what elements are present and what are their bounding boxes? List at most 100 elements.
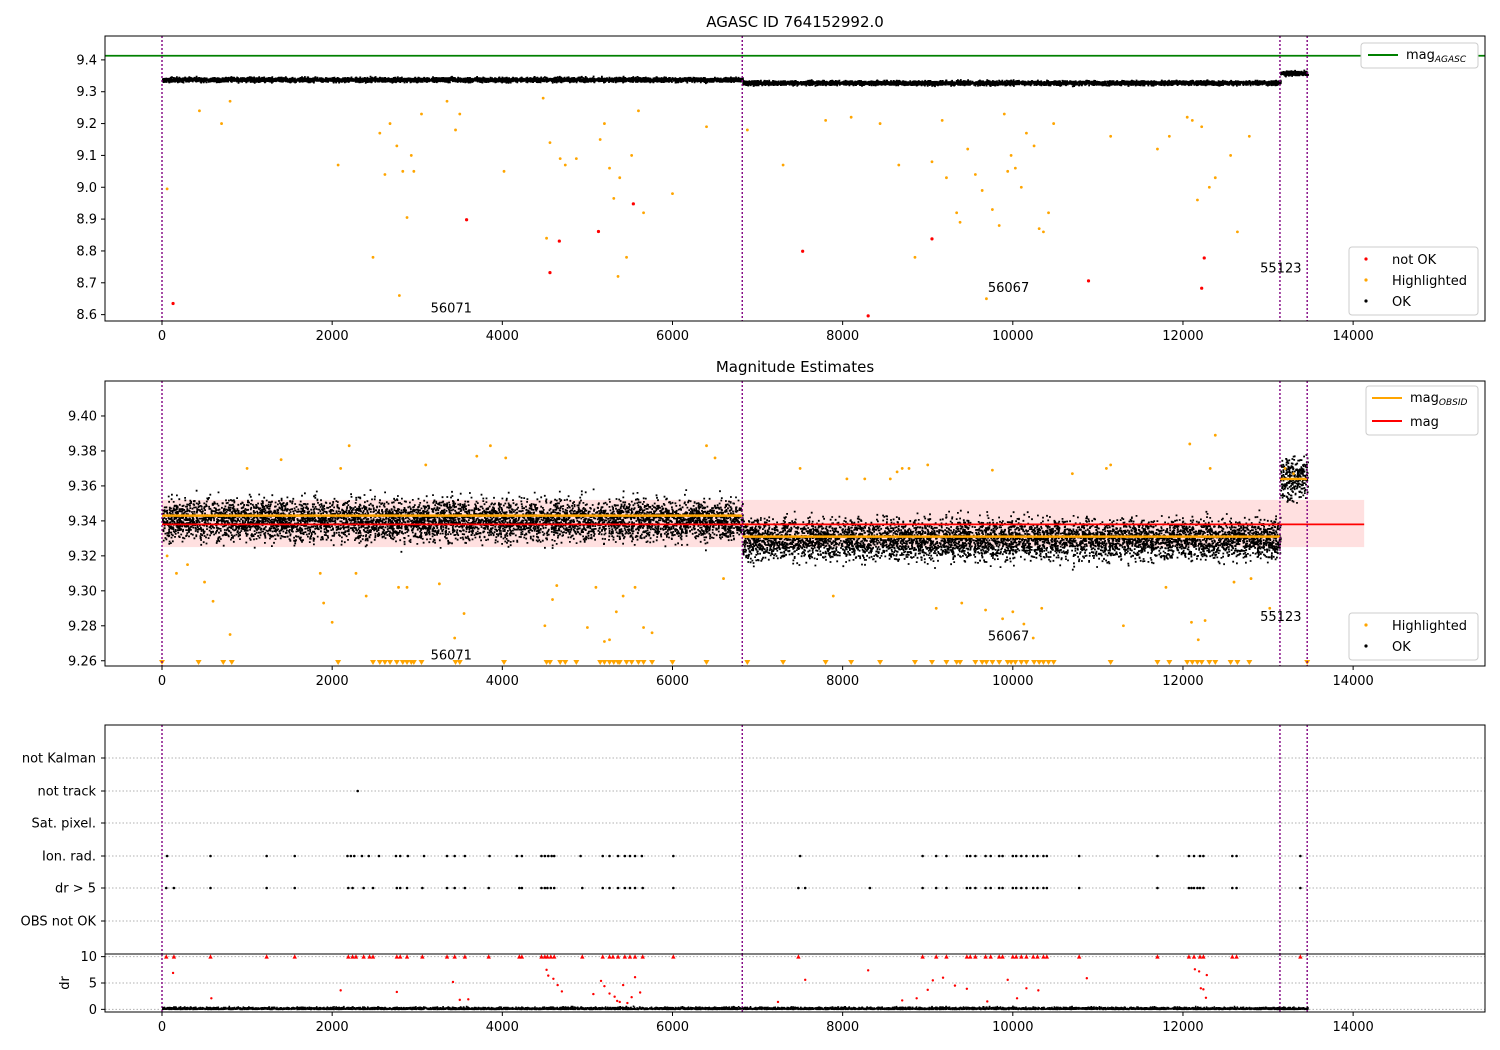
dr-clipped-marker xyxy=(404,954,410,959)
data-point xyxy=(863,477,867,481)
data-point xyxy=(866,314,870,318)
below-range-marker xyxy=(370,660,377,665)
data-point xyxy=(958,220,962,224)
flag-point xyxy=(984,854,987,858)
data-point xyxy=(1001,617,1004,621)
flag-point xyxy=(1192,886,1196,890)
flag-point xyxy=(265,854,268,858)
data-point xyxy=(960,601,964,605)
flag-point xyxy=(1045,854,1049,858)
dr-clipped-marker xyxy=(1041,954,1046,959)
below-range-marker xyxy=(877,660,884,665)
data-point xyxy=(453,636,457,640)
flag-point xyxy=(633,854,637,858)
flag-point xyxy=(352,854,356,858)
data-point xyxy=(462,612,466,615)
dr-clipped-marker xyxy=(607,954,612,959)
below-range-marker xyxy=(228,660,235,665)
data-point xyxy=(279,458,283,462)
agasc-panel: AGASC ID 764152992.0 56071 56067 55123 0 20… xyxy=(76,13,1486,344)
data-point xyxy=(1283,467,1287,470)
below-range-marker xyxy=(562,660,569,665)
data-point xyxy=(1185,115,1189,119)
data-point xyxy=(1207,185,1211,189)
flag-point xyxy=(672,854,675,858)
dr-clipped-marker xyxy=(1197,954,1203,959)
below-range-marker xyxy=(1023,660,1030,665)
data-point xyxy=(1109,463,1113,467)
data-point xyxy=(548,141,552,145)
data-point xyxy=(1006,978,1009,982)
dr-clipped-marker xyxy=(350,954,355,959)
data-point xyxy=(371,255,375,259)
data-point xyxy=(552,977,555,980)
dr-clipped-marker xyxy=(444,954,450,959)
dr-clipped-marker xyxy=(552,954,557,959)
below-range-marker xyxy=(911,660,918,665)
dr-clipped-marker xyxy=(1230,954,1235,959)
flag-point xyxy=(608,886,611,890)
data-point xyxy=(395,990,399,994)
agasc-legend-bottom: not OK Highlighted OK xyxy=(1348,246,1479,316)
flag-point xyxy=(965,886,969,890)
ok-point-cloud xyxy=(742,79,1282,88)
ok-legend-marker xyxy=(1364,644,1368,648)
dr-axis-label: dr xyxy=(58,976,73,990)
below-range-marker xyxy=(1040,660,1047,665)
data-point xyxy=(318,571,322,575)
dr-clipped-marker xyxy=(1031,954,1036,959)
data-point xyxy=(1025,131,1028,135)
data-point xyxy=(985,297,988,301)
agasc-panel-title: AGASC ID 764152992.0 xyxy=(706,13,884,31)
data-point xyxy=(458,112,462,116)
ok-point-cloud xyxy=(1280,69,1309,78)
data-point xyxy=(220,122,223,125)
flag-point xyxy=(405,886,409,890)
data-point xyxy=(1015,997,1019,1000)
below-range-marker xyxy=(822,660,829,665)
flag-point xyxy=(616,854,620,858)
data-point xyxy=(1011,610,1015,614)
data-point xyxy=(592,992,595,996)
x-tick-label: 6000 xyxy=(656,329,689,344)
flag-point xyxy=(921,854,924,858)
dr-clipped-marker xyxy=(968,954,973,959)
below-range-marker xyxy=(418,660,425,665)
flag-point xyxy=(672,886,675,890)
below-range-marker xyxy=(957,660,964,665)
data-point xyxy=(545,968,548,972)
flag-point xyxy=(463,886,467,890)
flag-point xyxy=(520,886,524,890)
data-point xyxy=(211,599,215,603)
flag-point xyxy=(1001,854,1004,858)
flag-point xyxy=(579,854,582,858)
dr-clipped-marker xyxy=(988,954,993,959)
y-tick-label: 9.3 xyxy=(76,85,97,100)
below-range-marker xyxy=(1206,660,1213,665)
data-point xyxy=(1032,144,1036,148)
flag-point xyxy=(463,854,467,858)
flag-label: Sat. pixel. xyxy=(32,817,96,832)
data-point xyxy=(467,998,470,1001)
data-point xyxy=(930,160,934,164)
below-range-marker xyxy=(1031,660,1038,665)
data-point xyxy=(1213,433,1217,437)
x-tick-label: 12000 xyxy=(1162,674,1203,689)
data-point xyxy=(631,202,635,206)
below-range-marker xyxy=(606,660,613,665)
flag-point xyxy=(421,886,424,890)
flag-point xyxy=(422,854,426,858)
data-point xyxy=(557,239,561,243)
magnitude-estimates-panel: Magnitude Estimates 56071 56067 55123 0 200… xyxy=(68,358,1486,689)
data-point xyxy=(745,128,749,132)
data-point xyxy=(1202,256,1206,260)
dr-clipped-marker xyxy=(983,954,988,959)
x-tick-label: 4000 xyxy=(486,674,519,689)
flag-point xyxy=(518,886,521,890)
data-point xyxy=(630,154,634,157)
dr-clipped-marker xyxy=(292,954,297,959)
data-point xyxy=(997,224,1001,227)
below-range-marker xyxy=(399,660,406,665)
flag-point xyxy=(165,854,169,858)
dr-clipped-marker xyxy=(1014,954,1019,959)
